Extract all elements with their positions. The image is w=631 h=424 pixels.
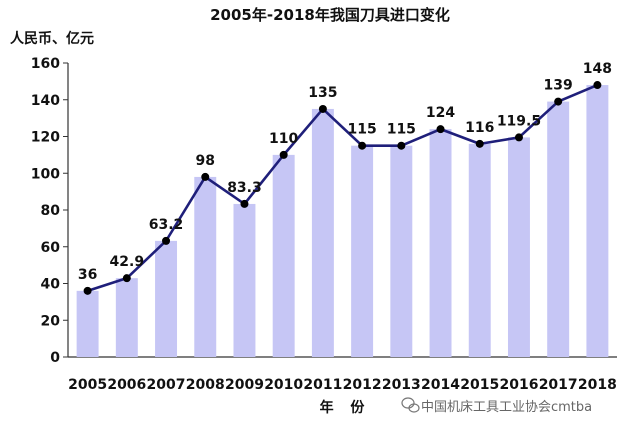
y-tick-label: 100 — [31, 166, 60, 182]
bar-2015 — [468, 143, 491, 357]
y-tick-label: 0 — [50, 350, 60, 366]
data-label: 98 — [196, 153, 215, 169]
bar-2008 — [194, 176, 217, 357]
bar-2009 — [233, 203, 256, 357]
bar-2012 — [351, 145, 374, 357]
point-2009 — [240, 199, 249, 208]
bar-2007 — [155, 240, 178, 357]
data-label: 42.9 — [110, 254, 145, 270]
point-2010 — [279, 150, 288, 159]
chart-title: 2005年-2018年我国刀具进口变化 — [210, 6, 450, 24]
x-axis-label: 年 份 — [320, 399, 371, 416]
point-2015 — [475, 139, 484, 148]
points — [83, 81, 602, 295]
point-2017 — [554, 97, 563, 106]
data-label: 115 — [347, 122, 376, 138]
point-2005 — [83, 286, 92, 295]
y-tick-label: 120 — [31, 130, 60, 146]
bar-2016 — [507, 137, 530, 357]
series-line — [87, 83, 598, 293]
y-tick-label: 140 — [31, 93, 60, 109]
watermark: 中国机床工具工业协会cmtba — [401, 397, 592, 415]
data-label: 135 — [308, 85, 337, 101]
data-label: 148 — [583, 61, 612, 77]
x-tick-label: 2009 — [225, 377, 264, 393]
x-tick-label: 2014 — [421, 377, 460, 393]
data-labels: 36 42.9 63.2 98 83.3 110 135 115 115 124 116 119.5 1… — [78, 61, 612, 283]
point-2014 — [436, 125, 445, 134]
bar-2011 — [311, 108, 334, 357]
y-tick-label: 40 — [41, 277, 61, 293]
point-2006 — [122, 274, 131, 283]
x-tick-label: 2005 — [68, 377, 107, 393]
bar-2018 — [586, 85, 609, 358]
data-label: 124 — [426, 105, 455, 121]
y-axis-label: 人民币、亿元 — [10, 30, 94, 47]
data-label: 63.2 — [149, 217, 184, 233]
x-tick-label: 2012 — [343, 377, 382, 393]
axes — [67, 63, 617, 358]
data-label: 115 — [387, 122, 416, 138]
y-tick-label: 20 — [41, 313, 61, 329]
data-label: 110 — [269, 131, 298, 147]
point-2016 — [514, 133, 523, 142]
y-ticks: 0 20 40 60 80 100 120 140 160 — [31, 56, 68, 366]
point-2011 — [318, 104, 327, 113]
y-tick-label: 80 — [41, 203, 61, 219]
trend-line — [87, 83, 598, 293]
x-tick-label: 2016 — [499, 377, 538, 393]
point-2008 — [201, 172, 210, 181]
bar-2013 — [390, 145, 413, 357]
data-label: 83.3 — [227, 180, 262, 196]
y-tick-label: 60 — [41, 240, 61, 256]
point-2013 — [397, 141, 406, 150]
x-tick-label: 2007 — [147, 377, 186, 393]
y-tick-label: 160 — [31, 56, 60, 72]
bar-2005 — [76, 290, 99, 357]
bar-2010 — [272, 154, 295, 357]
x-tick-label: 2010 — [264, 377, 303, 393]
point-2012 — [358, 141, 367, 150]
data-label: 119.5 — [497, 113, 541, 129]
data-label: 116 — [465, 120, 494, 136]
watermark-text: 中国机床工具工业协会cmtba — [421, 400, 592, 415]
bar-2006 — [115, 278, 138, 357]
x-tick-label: 2013 — [382, 377, 421, 393]
bar-2014 — [429, 129, 452, 357]
bars — [76, 85, 609, 358]
x-tick-label: 2017 — [539, 377, 578, 393]
data-label: 36 — [78, 267, 97, 283]
x-tick-label: 2006 — [107, 377, 146, 393]
x-tick-label: 2018 — [578, 377, 617, 393]
x-ticks: 2005 2006 2007 2008 2009 2010 2011 2012 2013 2014… — [68, 377, 617, 393]
x-tick-label: 2008 — [186, 377, 225, 393]
bar-2017 — [547, 101, 570, 358]
x-tick-label: 2015 — [460, 377, 499, 393]
data-label: 139 — [544, 78, 573, 94]
point-2018 — [593, 81, 602, 90]
wechat-icon — [401, 397, 420, 413]
point-2007 — [162, 236, 171, 245]
x-tick-label: 2011 — [303, 377, 342, 393]
